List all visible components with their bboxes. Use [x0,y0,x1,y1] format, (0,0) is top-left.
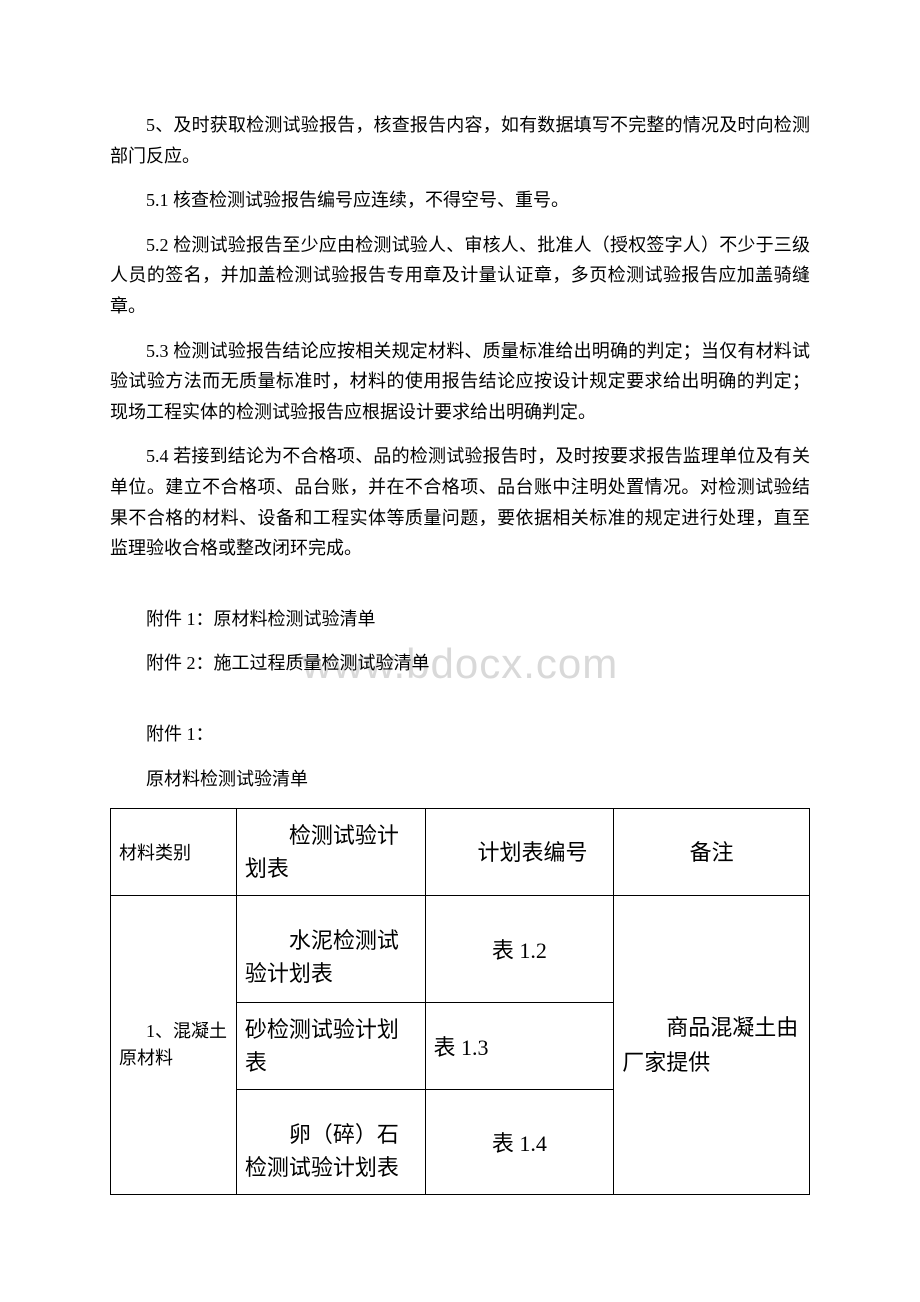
header-number: 计划表编号 [425,809,614,896]
paragraph-5-3: 5.3 检测试验报告结论应按相关规定材料、质量标准给出明确的判定；当仅有材料试验… [110,336,810,428]
cell-num-1: 表 1.2 [425,896,614,1003]
header-category: 材料类别 [111,809,237,896]
paragraph-5-2: 5.2 检测试验报告至少应由检测试验人、审核人、批准人（授权签字人）不少于三级人… [110,230,810,322]
table-row: 1、混凝土原材料 水泥检测试验计划表 表 1.2 商品混凝土由厂家提供 [111,896,810,1003]
cell-plan-2: 砂检测试验计划表 [236,1003,425,1090]
paragraph-5: 5、及时获取检测试验报告，核查报告内容，如有数据填写不完整的情况及时向检测部门反… [110,110,810,171]
attachment-1-label: 附件 1：原材料检测试验清单 [110,604,810,635]
attachment-1-title: 附件 1： [110,719,810,750]
header-plan: 检测试验计划表 [236,809,425,896]
table-header-row: 材料类别 检测试验计划表 计划表编号 备注 [111,809,810,896]
material-table: 材料类别 检测试验计划表 计划表编号 备注 1、混凝土原材料 水泥检测试验计划表… [110,808,810,1195]
paragraph-5-1: 5.1 核查检测试验报告编号应连续，不得空号、重号。 [110,185,810,216]
document-content: 5、及时获取检测试验报告，核查报告内容，如有数据填写不完整的情况及时向检测部门反… [110,110,810,1195]
header-note: 备注 [614,809,810,896]
attachment-2-label: 附件 2：施工过程质量检测试验清单 [110,648,810,679]
cell-num-3: 表 1.4 [425,1090,614,1195]
attachment-1-subtitle: 原材料检测试验清单 [110,764,810,795]
cell-plan-1: 水泥检测试验计划表 [236,896,425,1003]
attachments-list: 附件 1：原材料检测试验清单 附件 2：施工过程质量检测试验清单 [110,604,810,679]
paragraph-5-4: 5.4 若接到结论为不合格项、品的检测试验报告时，及时按要求报告监理单位及有关单… [110,441,810,563]
cell-category: 1、混凝土原材料 [111,896,237,1195]
cell-num-2: 表 1.3 [425,1003,614,1090]
cell-plan-3: 卵（碎）石检测试验计划表 [236,1090,425,1195]
cell-note: 商品混凝土由厂家提供 [614,896,810,1195]
